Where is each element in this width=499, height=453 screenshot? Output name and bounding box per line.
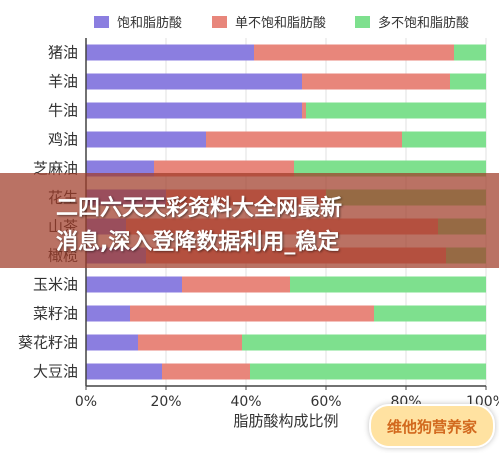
y-tick-label-10: 葵花籽油 [18,334,78,352]
bar-1-series-0 [86,73,302,90]
legend-swatch-saturated [94,15,109,28]
bar-0-series-0 [86,44,254,61]
overlay-banner-text[interactable]: 二四六天天彩资料大全网最新 消息,深入登降数据利用_稳定 [56,192,476,260]
x-tick-label-1: 20% [150,394,181,410]
legend-item-monounsaturated: 单不饱和脂肪酸 [212,12,326,31]
bar-4-series-2 [294,160,486,177]
bar-11-series-2 [250,363,486,380]
bar-1-series-2 [450,73,486,90]
overlay-banner[interactable] [0,173,499,268]
x-tick-label-0: 0% [75,394,97,410]
banner-line-2: 消息,深入登降数据利用_稳定 [56,230,340,255]
legend-swatch-polyunsaturated [355,15,370,28]
y-tick-label-0: 猪油 [48,44,78,62]
bar-8-series-2 [290,276,486,293]
y-tick-label-3: 鸡油 [48,131,78,149]
legend-item-polyunsaturated: 多不饱和脂肪酸 [355,12,469,31]
bar-8-series-1 [182,276,290,293]
legend-label-monounsaturated: 单不饱和脂肪酸 [235,16,327,31]
bar-2-series-1 [302,102,306,119]
legend-item-saturated: 饱和脂肪酸 [94,12,182,31]
x-axis-title: 脂肪酸构成比例 [233,412,338,430]
bar-4-series-1 [154,160,294,177]
bar-11-series-1 [162,363,250,380]
legend-label-saturated: 饱和脂肪酸 [117,16,183,31]
x-tick-label-2: 40% [230,394,261,410]
bar-11-series-0 [86,363,162,380]
bar-3-series-0 [86,131,206,148]
y-tick-label-9: 菜籽油 [33,305,78,323]
legend: 饱和脂肪酸 单不饱和脂肪酸 多不饱和脂肪酸 [0,12,499,32]
bar-2-series-0 [86,102,302,119]
y-tick-label-8: 玉米油 [33,276,78,294]
legend-label-polyunsaturated: 多不饱和脂肪酸 [378,16,470,31]
y-tick-label-1: 羊油 [48,73,78,91]
bar-9-series-0 [86,305,130,322]
bar-9-series-1 [130,305,374,322]
x-tick-label-3: 60% [310,394,341,410]
bar-10-series-2 [242,334,486,351]
y-tick-label-2: 牛油 [48,102,78,120]
bar-10-series-0 [86,334,138,351]
bar-9-series-2 [374,305,486,322]
bar-8-series-0 [86,276,182,293]
bar-0-series-2 [454,44,486,61]
legend-swatch-monounsaturated [212,15,227,28]
bar-2-series-2 [306,102,486,119]
brand-badge-text: 维他狗营养家 [386,417,477,436]
bar-3-series-2 [402,131,486,148]
y-tick-label-11: 大豆油 [33,363,78,381]
bar-1-series-1 [302,73,450,90]
bar-3-series-1 [206,131,402,148]
bar-10-series-1 [138,334,242,351]
bar-4-series-0 [86,160,154,177]
bar-0-series-1 [254,44,454,61]
brand-badge: 维他狗营养家 [369,404,495,448]
banner-line-1: 二四六天天彩资料大全网最新 [56,196,343,221]
